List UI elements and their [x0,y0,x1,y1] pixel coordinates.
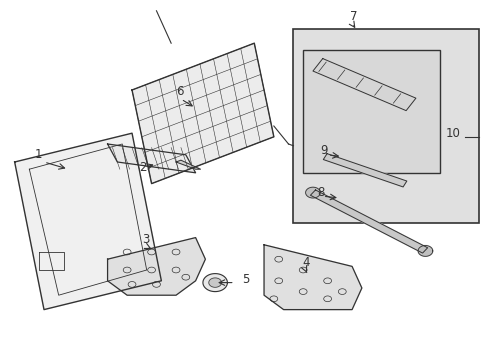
Polygon shape [107,238,205,295]
Polygon shape [15,133,161,310]
Text: 6: 6 [176,85,183,98]
Text: 5: 5 [242,273,249,285]
Polygon shape [312,59,415,111]
Text: 8: 8 [316,186,324,199]
Polygon shape [208,278,221,287]
Polygon shape [203,274,227,292]
Bar [303,50,439,173]
Text: 4: 4 [302,256,309,269]
Polygon shape [264,245,361,310]
Circle shape [417,246,432,256]
Text: 1: 1 [34,148,41,161]
Text: 3: 3 [142,233,149,246]
Text: 9: 9 [320,144,327,157]
Polygon shape [107,144,195,173]
Bar [293,29,478,223]
Circle shape [305,187,320,198]
Text: 10: 10 [445,127,460,140]
Polygon shape [323,154,406,187]
Polygon shape [176,160,200,169]
Polygon shape [132,43,273,184]
Text: 7: 7 [349,10,356,23]
Text: 2: 2 [139,161,146,174]
Polygon shape [310,190,427,253]
